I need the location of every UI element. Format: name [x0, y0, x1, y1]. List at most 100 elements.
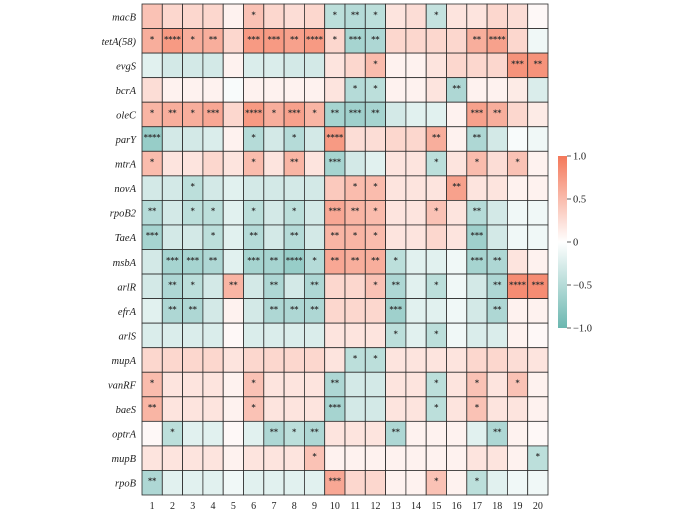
significance-mark: ** — [290, 231, 299, 240]
heatmap-cell — [405, 322, 427, 349]
heatmap-cell — [446, 224, 468, 250]
significance-mark: * — [211, 231, 216, 240]
significance-mark: ** — [493, 280, 502, 289]
heatmap-cell — [486, 126, 508, 152]
heatmap-cell — [425, 175, 447, 201]
heatmap-cell — [527, 126, 549, 152]
heatmap-cell — [283, 445, 305, 471]
significance-mark: * — [475, 379, 480, 388]
significance-mark: ** — [310, 305, 319, 314]
significance-mark: *** — [166, 256, 179, 265]
column-label: 5 — [231, 501, 236, 512]
significance-mark: ** — [371, 108, 380, 117]
significance-mark: ** — [270, 256, 279, 265]
heatmap-cell — [486, 396, 508, 422]
row-label: mupA — [112, 356, 137, 367]
heatmap-cell — [324, 322, 346, 349]
heatmap-cell — [405, 150, 427, 177]
column-label: 6 — [251, 501, 256, 512]
heatmap-cell — [405, 52, 427, 79]
heatmap-cell — [303, 126, 326, 152]
significance-mark: **** — [164, 35, 182, 44]
significance-mark: * — [353, 231, 358, 240]
row-label: optrA — [112, 430, 137, 441]
heatmap-cell — [385, 101, 407, 128]
heatmap-cell — [506, 199, 529, 226]
significance-mark: * — [394, 256, 399, 265]
heatmap-cell — [202, 3, 224, 29]
heatmap-cell — [202, 126, 224, 152]
heatmap-cell — [182, 371, 204, 398]
heatmap-cell — [425, 224, 447, 250]
heatmap-cell — [506, 420, 529, 447]
heatmap-cell — [446, 396, 468, 422]
column-label: 10 — [330, 501, 340, 512]
heatmap-cell — [506, 347, 529, 373]
heatmap-cell — [303, 224, 326, 250]
heatmap-cell — [506, 396, 529, 422]
heatmap-cell — [303, 77, 326, 103]
heatmap-cell — [161, 52, 184, 79]
significance-mark: * — [150, 35, 155, 44]
heatmap-cell — [243, 273, 265, 299]
heatmap-cell — [385, 347, 407, 373]
heatmap-cell — [324, 175, 346, 201]
significance-mark: ** — [371, 35, 380, 44]
heatmap-cell — [385, 3, 407, 29]
heatmap-cell — [263, 3, 285, 29]
significance-mark: ** — [452, 182, 461, 191]
heatmap-cell — [222, 371, 244, 398]
significance-mark: **** — [286, 256, 304, 265]
heatmap-cell — [344, 470, 366, 496]
significance-mark: ** — [351, 10, 360, 19]
heatmap-cell — [364, 126, 386, 152]
significance-marks: * * ** * ** **** * ** *** *** ** **** * *** ** ** ***** *… — [144, 10, 545, 485]
heatmap-cell — [527, 101, 549, 128]
heatmap-cell — [344, 445, 366, 471]
significance-mark: ** — [392, 280, 401, 289]
heatmap-cell — [344, 273, 366, 299]
heatmap-cell — [364, 371, 386, 398]
heatmap-cell — [527, 199, 549, 226]
heatmap-cell — [446, 249, 468, 275]
heatmap-cell — [283, 52, 305, 79]
heatmap-cell — [486, 199, 508, 226]
heatmap-cell — [486, 470, 508, 496]
significance-mark: ** — [148, 403, 157, 412]
heatmap-cell — [222, 470, 244, 496]
heatmap-cell — [446, 470, 468, 496]
significance-mark: *** — [329, 207, 342, 216]
heatmap-cell — [283, 371, 305, 398]
row-label: evgS — [116, 61, 137, 72]
significance-mark: * — [312, 452, 317, 461]
significance-mark: *** — [146, 231, 159, 240]
heatmap-cell — [141, 175, 163, 201]
heatmap-cell — [141, 273, 163, 299]
heatmap-cell — [222, 52, 244, 79]
heatmap-cell — [283, 396, 305, 422]
heatmap-cell — [486, 347, 508, 373]
column-label: 15 — [431, 501, 441, 512]
heatmap-cell — [243, 52, 265, 79]
heatmap-cell — [364, 150, 386, 177]
heatmap-cell — [141, 445, 163, 471]
colorbar-tick-label: 1.0 — [573, 152, 586, 163]
heatmap-cell — [466, 273, 488, 299]
significance-mark: *** — [511, 59, 524, 68]
heatmap-cell — [324, 298, 346, 324]
column-label: 9 — [312, 501, 317, 512]
significance-mark: *** — [349, 35, 362, 44]
heatmap-cell — [425, 101, 447, 128]
heatmap-cell — [405, 77, 427, 103]
row-label: TaeA — [115, 233, 137, 244]
heatmap-cell — [506, 28, 529, 54]
heatmap-cell — [405, 224, 427, 250]
heatmap-cell — [141, 77, 163, 103]
heatmap-cell — [222, 126, 244, 152]
heatmap-cell — [506, 322, 529, 349]
heatmap-cell — [446, 150, 468, 177]
row-label: rpoB2 — [110, 209, 137, 220]
heatmap-cell — [243, 420, 265, 447]
heatmap-cell — [405, 175, 427, 201]
